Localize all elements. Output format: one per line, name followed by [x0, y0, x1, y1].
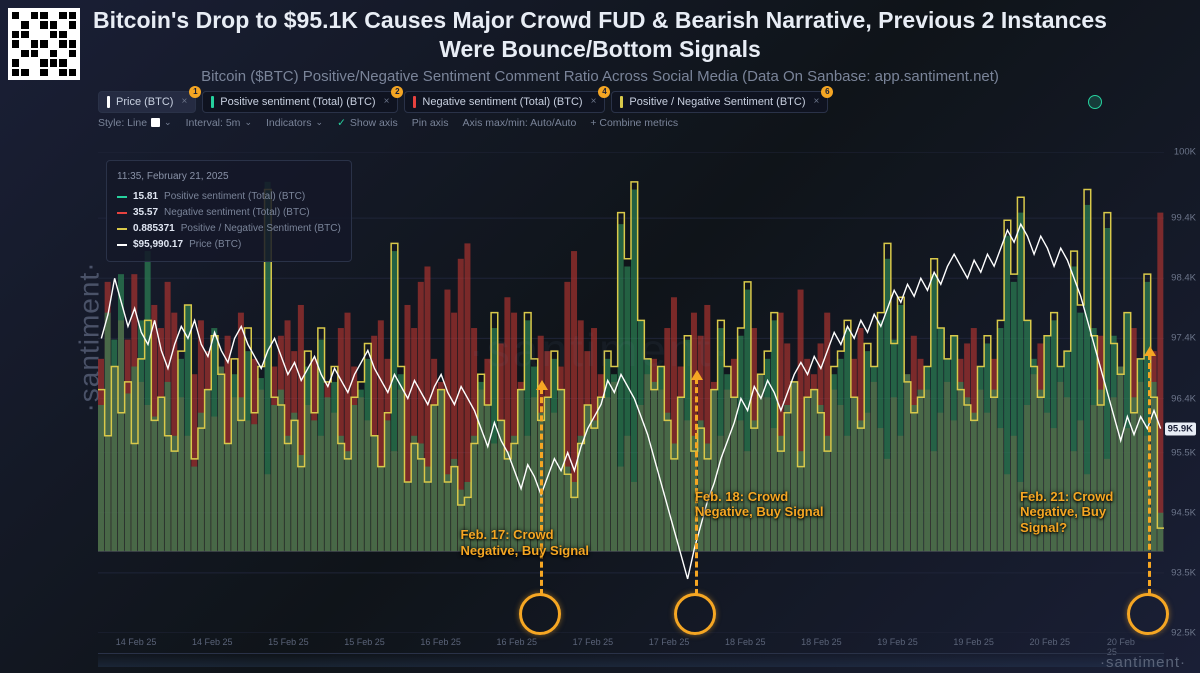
legend-row: 15.81 Positive sentiment (Total) (BTC)	[117, 189, 341, 205]
headline: Bitcoin's Drop to $95.1K Causes Major Cr…	[0, 0, 1200, 66]
close-icon[interactable]: ×	[384, 96, 390, 107]
minimap[interactable]	[98, 653, 1164, 667]
x-tick-label: 18 Feb 25	[725, 637, 766, 647]
metric-chip[interactable]: Negative sentiment (Total) (BTC)×4	[404, 91, 605, 113]
pin-axis-toggle[interactable]: Pin axis	[412, 117, 449, 129]
style-selector[interactable]: Style: Line	[98, 117, 172, 129]
y-axis-price: 100K99.4K98.4K97.4K96.4K95.5K94.5K93.5K9…	[1164, 152, 1196, 633]
current-price-tag: 95.9K	[1165, 422, 1196, 435]
y-tick-label: 93.5K	[1171, 567, 1196, 578]
y-tick-label: 96.4K	[1171, 393, 1196, 404]
x-tick-label: 17 Feb 25	[573, 637, 614, 647]
x-tick-label: 19 Feb 25	[877, 637, 918, 647]
metric-chip[interactable]: Positive / Negative Sentiment (BTC)×6	[611, 91, 828, 113]
metric-chip[interactable]: Positive sentiment (Total) (BTC)×2	[202, 91, 398, 113]
visibility-toggle-icon[interactable]	[1088, 95, 1102, 109]
y-tick-label: 95.5K	[1171, 447, 1196, 458]
combine-metrics-button[interactable]: + Combine metrics	[590, 117, 678, 129]
y-tick-label: 94.5K	[1171, 507, 1196, 518]
indicators-button[interactable]: Indicators	[266, 117, 323, 129]
qr-code	[8, 8, 80, 80]
legend-row: $95,990.17 Price (BTC)	[117, 237, 341, 253]
x-axis-dates: 14 Feb 25 14 Feb 25 15 Feb 25 15 Feb 25 16 F…	[98, 637, 1164, 651]
axis-range-label: Axis max/min: Auto/Auto	[463, 117, 577, 129]
x-tick-label: 14 Feb 25	[192, 637, 233, 647]
legend-timestamp: 11:35, February 21, 2025	[117, 169, 341, 185]
interval-selector[interactable]: Interval: 5m	[186, 117, 252, 129]
x-tick-label: 18 Feb 25	[801, 637, 842, 647]
show-axis-toggle[interactable]: ✓ Show axis	[337, 117, 398, 129]
x-tick-label: 20 Feb 25	[1030, 637, 1071, 647]
chart-toolbar: Style: Line Interval: 5m Indicators ✓ Sh…	[0, 117, 1200, 135]
x-tick-label: 19 Feb 25	[953, 637, 994, 647]
y-tick-label: 99.4K	[1171, 213, 1196, 224]
metric-chip-row: Price (BTC)×1 Positive sentiment (Total) …	[0, 91, 1200, 117]
close-icon[interactable]: ×	[814, 96, 820, 107]
x-tick-label: 16 Feb 25	[497, 637, 538, 647]
x-tick-label: 14 Feb 25	[116, 637, 157, 647]
brand-corner: ·santiment·	[1100, 654, 1186, 671]
hover-legend: 11:35, February 21, 2025 15.81 Positive …	[106, 160, 352, 262]
y-tick-label: 100K	[1174, 147, 1196, 158]
x-tick-label: 15 Feb 25	[268, 637, 309, 647]
y-tick-label: 98.4K	[1171, 273, 1196, 284]
x-tick-label: 15 Feb 25	[344, 637, 385, 647]
legend-row: 35.57 Negative sentiment (Total) (BTC)	[117, 205, 341, 221]
legend-row: 0.885371 Positive / Negative Sentiment (…	[117, 221, 341, 237]
x-tick-label: 17 Feb 25	[649, 637, 690, 647]
close-icon[interactable]: ×	[181, 96, 187, 107]
metric-chip[interactable]: Price (BTC)×1	[98, 91, 196, 113]
close-icon[interactable]: ×	[591, 96, 597, 107]
y-tick-label: 92.5K	[1171, 628, 1196, 639]
y-tick-label: 97.4K	[1171, 333, 1196, 344]
x-tick-label: 16 Feb 25	[420, 637, 461, 647]
